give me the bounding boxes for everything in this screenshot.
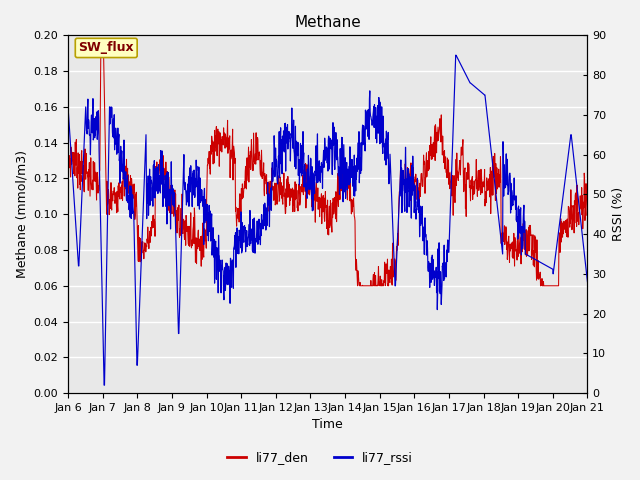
X-axis label: Time: Time (312, 419, 343, 432)
Title: Methane: Methane (294, 15, 361, 30)
Y-axis label: Methane (mmol/m3): Methane (mmol/m3) (15, 150, 28, 278)
Y-axis label: RSSI (%): RSSI (%) (612, 187, 625, 241)
Legend: li77_den, li77_rssi: li77_den, li77_rssi (222, 446, 418, 469)
Text: SW_flux: SW_flux (79, 41, 134, 54)
